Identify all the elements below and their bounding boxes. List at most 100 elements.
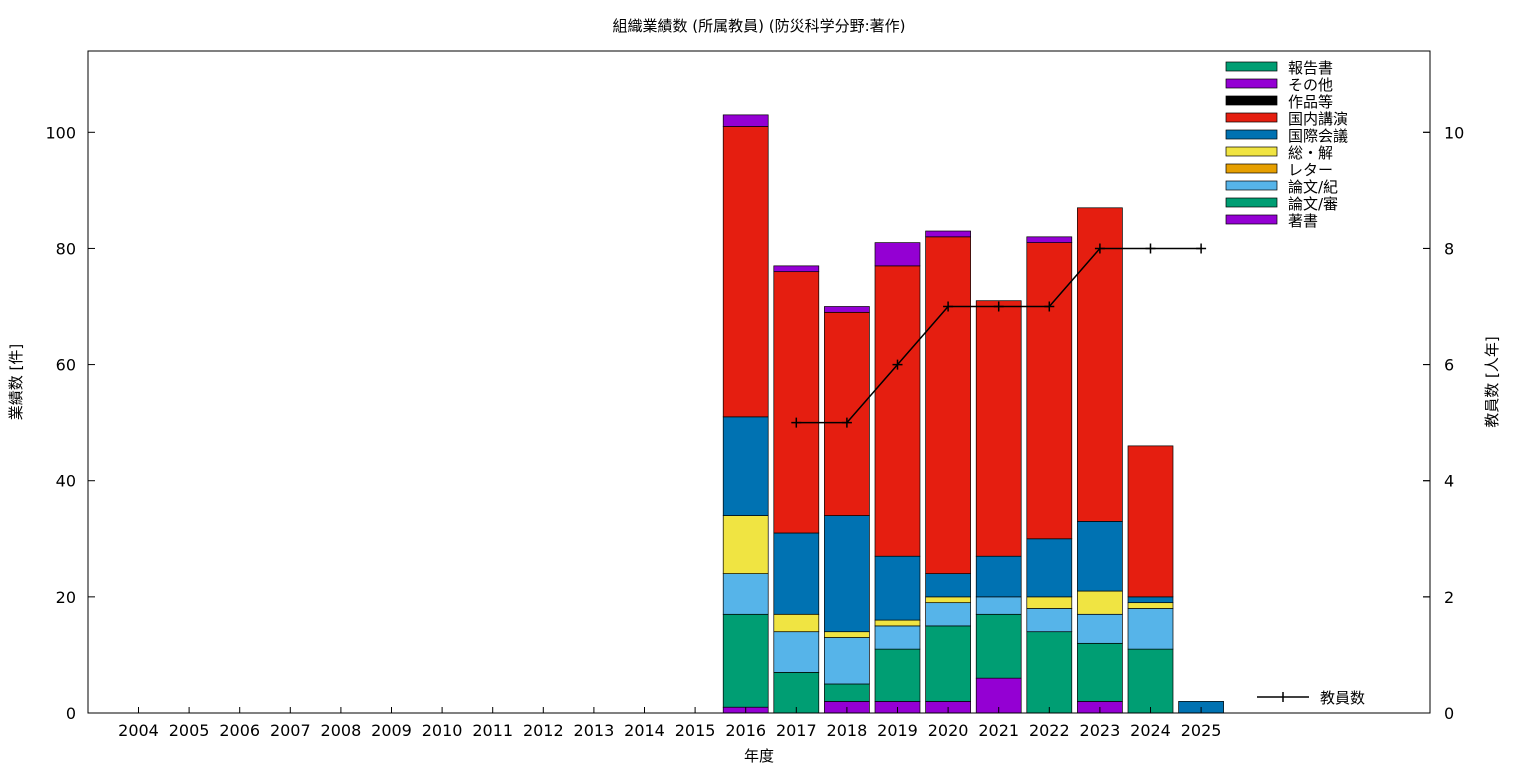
x-tick-label: 2018 <box>827 721 868 740</box>
bar-2021-series-6 <box>975 300 1022 557</box>
bar-2019-series-2 <box>874 625 921 650</box>
bar-2020-series-4 <box>925 596 971 604</box>
y2-tick-label: 10 <box>1444 123 1464 142</box>
legend-line-label: 教員数 <box>1320 689 1365 707</box>
line-point-2023 <box>1094 243 1105 254</box>
bar-2021-series-2 <box>975 596 1022 615</box>
legend-swatch <box>1225 61 1278 72</box>
bar-2020-series-2 <box>925 602 971 627</box>
bar-2018-series-6 <box>824 311 870 516</box>
legend-label: 論文/審 <box>1288 195 1338 213</box>
bar-2018-series-8 <box>824 306 870 313</box>
bar-2023-series-2 <box>1077 613 1123 644</box>
x-tick-label: 2015 <box>675 721 716 740</box>
x-tick-label: 2021 <box>978 721 1019 740</box>
line-point-2020 <box>943 301 954 312</box>
bar-2023-series-1 <box>1077 642 1123 702</box>
line-series <box>791 243 1207 428</box>
y2-tick-label: 4 <box>1444 472 1454 491</box>
x-tick-label: 2008 <box>321 721 362 740</box>
legend-label: 論文/紀 <box>1288 178 1338 196</box>
y-axis-right: 0 2 4 6 8 10 <box>1423 123 1464 723</box>
legend-swatch <box>1225 197 1278 208</box>
bar-2024-series-6 <box>1127 445 1174 598</box>
bar-2021-series-1 <box>975 613 1022 679</box>
x-tick-label: 2014 <box>624 721 665 740</box>
legend-swatch <box>1225 214 1278 225</box>
y2-tick-label: 0 <box>1444 704 1454 723</box>
y-tick-label: 0 <box>66 704 76 723</box>
bar-2017-series-6 <box>773 271 820 534</box>
x-tick-label: 2019 <box>877 721 918 740</box>
line-point-2019 <box>892 359 903 370</box>
y2-tick-label: 6 <box>1444 356 1454 375</box>
x-tick-label: 2020 <box>928 721 969 740</box>
x-tick-label: 2017 <box>776 721 817 740</box>
legend-swatch <box>1225 78 1278 89</box>
bar-2023-series-4 <box>1077 590 1123 615</box>
legend-swatch <box>1225 180 1278 191</box>
bar-2022-series-6 <box>1026 242 1073 540</box>
bar-2016-series-6 <box>722 126 769 418</box>
y-tick-label: 40 <box>56 472 76 491</box>
legend-label: レター <box>1288 161 1333 179</box>
x-tick-label: 2022 <box>1029 721 1070 740</box>
bar-2020-series-6 <box>925 236 971 574</box>
line-point-2021 <box>993 301 1004 312</box>
line-point-2017 <box>791 417 802 428</box>
bar-2018-series-1 <box>824 683 870 702</box>
legend-swatch <box>1225 163 1278 174</box>
bar-2019-series-1 <box>874 648 921 702</box>
legend-label: その他 <box>1288 76 1333 94</box>
legend-label: 国際会議 <box>1288 127 1348 145</box>
bar-2016-series-4 <box>722 515 769 574</box>
bar-2019-series-5 <box>874 555 921 621</box>
x-tick-label: 2013 <box>574 721 615 740</box>
x-axis: 2004 2005 2006 2007 2008 2009 2010 2011 2012 2013… <box>118 707 1221 740</box>
bar-2020-series-1 <box>925 625 971 702</box>
plot-frame <box>87 50 1431 714</box>
bar-2021-series-5 <box>975 555 1022 598</box>
bar-stacks <box>722 114 1224 714</box>
bar-2019-series-4 <box>874 619 921 627</box>
line-point-2018 <box>841 417 852 428</box>
bar-2017-series-5 <box>773 532 820 615</box>
legend-swatch <box>1225 112 1278 123</box>
bar-2024-series-1 <box>1127 648 1174 714</box>
bar-2017-series-1 <box>773 672 820 714</box>
bar-2018-series-2 <box>824 637 870 685</box>
bar-2018-series-4 <box>824 631 870 638</box>
x-tick-label: 2011 <box>472 721 513 740</box>
bar-2017-series-2 <box>773 631 820 673</box>
x-tick-label: 2024 <box>1130 721 1171 740</box>
bar-2022-series-8 <box>1026 236 1073 243</box>
legend-label: 報告書 <box>1288 59 1333 77</box>
line-point-2025 <box>1196 243 1207 254</box>
bar-2022-series-4 <box>1026 596 1073 609</box>
bar-2019-series-6 <box>874 265 921 557</box>
y2-tick-label: 2 <box>1444 588 1454 607</box>
x-tick-label: 2023 <box>1080 721 1121 740</box>
x-tick-label: 2010 <box>422 721 463 740</box>
bar-2022-series-2 <box>1026 608 1073 633</box>
y-tick-label: 100 <box>45 123 76 142</box>
bar-2016-series-1 <box>722 613 769 708</box>
bar-2024-series-5 <box>1127 596 1174 604</box>
bar-2024-series-4 <box>1127 602 1174 609</box>
x-tick-label: 2006 <box>219 721 260 740</box>
y-tick-label: 20 <box>56 588 76 607</box>
bar-2018-series-5 <box>824 515 870 633</box>
chart-title: 組織業績数 (所属教員) (防災科学分野:著作) <box>613 17 906 35</box>
y-tick-label: 80 <box>56 239 76 258</box>
y-tick-label: 60 <box>56 356 76 375</box>
legend-label: 作品等 <box>1288 93 1333 111</box>
legend-label: 著書 <box>1288 212 1318 230</box>
bar-2020-series-5 <box>925 573 971 598</box>
bar-2019-series-8 <box>874 242 921 267</box>
bar-2023-series-5 <box>1077 521 1123 592</box>
bar-2016-series-5 <box>722 416 769 516</box>
line-point-2022 <box>1044 301 1055 312</box>
x-tick-label: 2025 <box>1181 721 1222 740</box>
x-tick-label: 2004 <box>118 721 159 740</box>
